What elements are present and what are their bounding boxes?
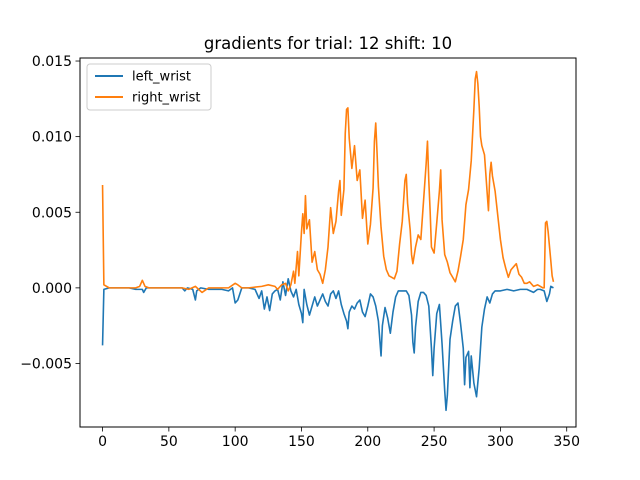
x-tick-label: 300	[487, 434, 514, 450]
y-tick-label: −0.005	[20, 356, 72, 372]
chart-title: gradients for trial: 12 shift: 10	[204, 34, 452, 53]
x-tick-label: 0	[98, 434, 107, 450]
y-tick-label: 0.010	[32, 130, 72, 146]
y-tick-label: 0.005	[32, 205, 72, 221]
legend-label-left-wrist: left_wrist	[132, 70, 191, 85]
x-tick-label: 200	[354, 434, 381, 450]
legend-label-right-wrist: right_wrist	[132, 91, 201, 106]
plot-frame	[79, 57, 577, 428]
x-tick-label: 50	[160, 434, 178, 450]
y-tick-label: 0.015	[32, 54, 72, 70]
series-layer	[101, 70, 555, 412]
series-line-right-wrist	[101, 70, 555, 294]
y-axis: −0.005 0.000 0.005 0.010 0.015	[20, 54, 80, 372]
legend: left_wrist right_wrist	[86, 63, 212, 111]
x-axis: 0 50 100 150 200 250 300 350	[98, 427, 580, 450]
x-tick-label: 100	[222, 434, 249, 450]
series-line-left-wrist	[101, 277, 554, 412]
y-tick-label: 0.000	[32, 281, 72, 297]
x-tick-label: 350	[553, 434, 580, 450]
x-tick-label: 150	[288, 434, 315, 450]
x-tick-label: 250	[421, 434, 448, 450]
